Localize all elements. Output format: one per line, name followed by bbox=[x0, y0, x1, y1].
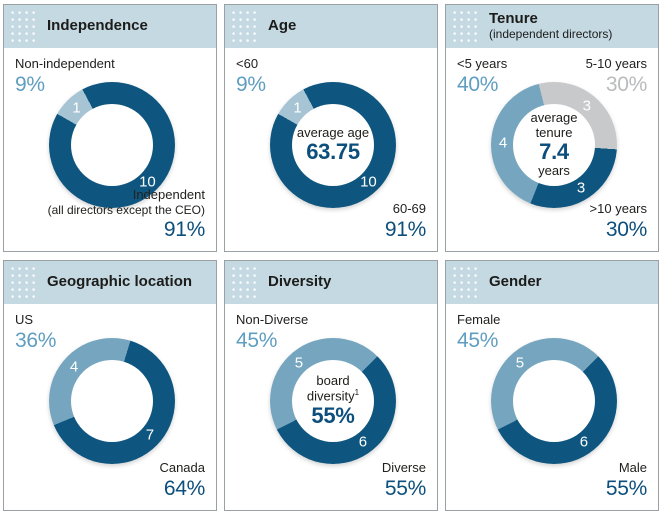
panel-header: Independence bbox=[4, 5, 216, 48]
slice-label: Diverse bbox=[381, 460, 426, 476]
segment-value-label: 4 bbox=[69, 358, 79, 376]
center-annotation-label: board diversity1 bbox=[306, 373, 360, 404]
panel-age: Age <60 9% average age 63.75 10 1 60-69 9… bbox=[224, 4, 438, 252]
segment-value-label: 3 bbox=[576, 179, 586, 197]
panel-tenure: Tenure (independent directors) <5 years … bbox=[445, 4, 659, 252]
segment-value-label: 5 bbox=[294, 354, 304, 372]
donut-hole bbox=[71, 104, 153, 186]
panel-diversity: Diversity Non-Diverse 45% board diversit… bbox=[224, 260, 438, 511]
panel-header: Geographic location bbox=[4, 261, 216, 304]
segment-value-label: 10 bbox=[360, 173, 377, 191]
donut-hole bbox=[71, 360, 153, 442]
label-60-69: 60-69 91% bbox=[384, 201, 426, 241]
panel-title: Tenure bbox=[489, 10, 538, 28]
donut-hole: average age 63.75 bbox=[292, 104, 374, 186]
panel-header: Tenure (independent directors) bbox=[446, 5, 658, 48]
segment-value-label: 6 bbox=[579, 433, 589, 451]
center-annotation-value: 63.75 bbox=[306, 139, 360, 165]
label-5-10-years: 5-10 years 30% bbox=[585, 56, 648, 96]
center-annotation-label: average age bbox=[296, 124, 370, 140]
panel-title: Age bbox=[268, 17, 297, 35]
slice-percent: 91% bbox=[384, 217, 426, 241]
dot-pattern-decoration bbox=[11, 267, 39, 300]
label-under-5-years: <5 years 40% bbox=[457, 56, 508, 96]
panel-title: Independence bbox=[47, 17, 148, 35]
slice-percent: 30% bbox=[605, 217, 647, 241]
slice-label: 60-69 bbox=[392, 201, 426, 217]
slice-percent: 36% bbox=[15, 328, 57, 352]
donut-chart-independence: 10 1 bbox=[49, 82, 175, 208]
slice-percent: 45% bbox=[236, 328, 278, 352]
segment-value-label: 4 bbox=[498, 134, 508, 152]
slice-percent: 45% bbox=[457, 328, 499, 352]
dot-pattern-decoration bbox=[453, 11, 481, 44]
panel-subtitle: (independent directors) bbox=[489, 26, 613, 41]
slice-label: 5-10 years bbox=[585, 56, 647, 71]
slice-label: Non-independent bbox=[15, 56, 115, 71]
center-annotation-value: 55% bbox=[311, 402, 355, 428]
slice-label: <60 bbox=[236, 56, 259, 71]
slice-label: US bbox=[15, 312, 34, 327]
segment-value-label: 1 bbox=[72, 99, 81, 117]
label-female: Female 45% bbox=[457, 312, 501, 352]
panel-header: Gender bbox=[446, 261, 658, 304]
label-male: Male 55% bbox=[605, 460, 647, 500]
panel-header: Diversity bbox=[225, 261, 437, 304]
segment-value-label: 10 bbox=[139, 173, 156, 191]
slice-percent: 55% bbox=[384, 476, 426, 500]
slice-percent: 55% bbox=[605, 476, 647, 500]
panel-title: Geographic location bbox=[47, 273, 193, 291]
panel-title: Gender bbox=[489, 273, 542, 291]
slice-percent: 40% bbox=[457, 72, 499, 96]
slice-label: Independent bbox=[132, 186, 205, 202]
slice-percent: 91% bbox=[163, 217, 205, 241]
donut-chart-tenure: average tenure 7.4 years 3 3 4 bbox=[491, 82, 617, 208]
segment-value-label: 3 bbox=[582, 97, 591, 115]
panel-title: Diversity bbox=[268, 273, 332, 291]
label-non-diverse: Non-Diverse 45% bbox=[236, 312, 309, 352]
segment-value-label: 6 bbox=[358, 433, 368, 451]
slice-label: >10 years bbox=[589, 201, 647, 217]
slice-label: Female bbox=[457, 312, 501, 327]
center-annotation-label: average tenure bbox=[530, 110, 578, 140]
panel-header: Age bbox=[225, 5, 437, 48]
donut-chart-diversity: board diversity1 55% 6 5 bbox=[270, 338, 396, 464]
label-over-10-years: >10 years 30% bbox=[589, 201, 648, 241]
slice-label: Male bbox=[618, 460, 647, 476]
label-canada: Canada 64% bbox=[159, 460, 205, 500]
slice-percent: 64% bbox=[163, 476, 205, 500]
footnote-marker: 1 bbox=[354, 387, 360, 397]
donut-hole: average tenure 7.4 years bbox=[513, 104, 595, 186]
slice-label: Non-Diverse bbox=[236, 312, 309, 327]
donut-chart-age: average age 63.75 10 1 bbox=[270, 82, 396, 208]
label-under-60: <60 9% bbox=[236, 56, 266, 96]
center-annotation-value: 7.4 bbox=[539, 139, 569, 165]
dot-pattern-decoration bbox=[232, 267, 260, 300]
slice-percent: 9% bbox=[236, 72, 266, 96]
label-independent: Independent (all directors except the CE… bbox=[47, 186, 206, 241]
segment-value-label: 5 bbox=[515, 354, 525, 372]
panel-independence: Independence Non-independent 9% 10 1 Inde… bbox=[3, 4, 217, 252]
dot-pattern-decoration bbox=[11, 11, 39, 44]
slice-label-note: (all directors except the CEO) bbox=[47, 202, 205, 217]
slice-label: <5 years bbox=[457, 56, 508, 71]
slice-percent: 30% bbox=[605, 72, 647, 96]
label-non-independent: Non-independent 9% bbox=[15, 56, 115, 96]
donut-hole bbox=[513, 360, 595, 442]
label-diverse: Diverse 55% bbox=[381, 460, 426, 500]
segment-value-label: 7 bbox=[145, 426, 155, 444]
center-annotation-unit: years bbox=[538, 163, 570, 179]
slice-label: Canada bbox=[159, 460, 205, 476]
slice-percent: 9% bbox=[15, 72, 45, 96]
segment-value-label: 1 bbox=[293, 99, 302, 117]
dot-pattern-decoration bbox=[232, 11, 260, 44]
label-us: US 36% bbox=[15, 312, 57, 352]
donut-hole: board diversity1 55% bbox=[292, 360, 374, 442]
dot-pattern-decoration bbox=[453, 267, 481, 300]
